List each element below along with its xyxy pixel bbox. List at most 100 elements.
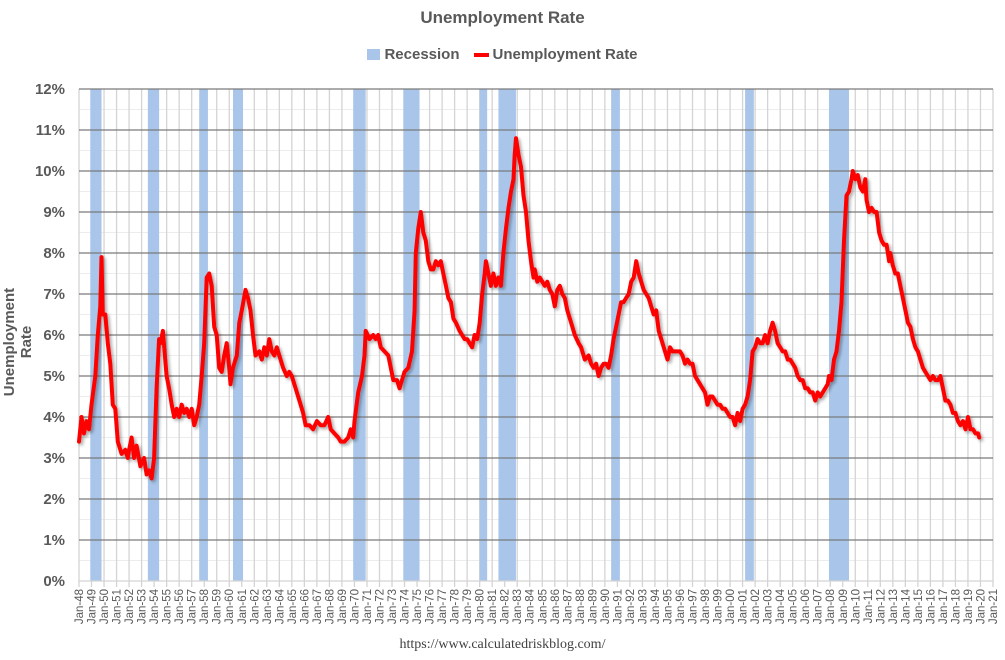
x-tick-label: Jan-70: [349, 589, 361, 624]
x-tick-label: Jan-96: [675, 589, 687, 624]
x-tick-label: Jan-87: [562, 589, 574, 624]
y-tick-label: 7%: [43, 286, 65, 303]
x-tick-label: Jan-19: [963, 589, 975, 624]
y-tick-label: 10%: [35, 163, 65, 180]
y-tick-label: 11%: [36, 122, 65, 139]
x-tick-label: Jan-05: [788, 589, 800, 624]
x-tick-label: Jan-08: [825, 589, 837, 624]
x-tick-label: Jan-68: [324, 589, 336, 624]
source-url: https://www.calculatedriskblog.com/: [399, 637, 606, 652]
legend-label-recession: Recession: [384, 46, 460, 63]
line-swatch-icon: [473, 52, 489, 57]
x-tick-label: Jan-52: [124, 589, 136, 624]
x-tick-label: Jan-71: [362, 589, 374, 624]
x-tick-label: Jan-15: [913, 589, 925, 624]
legend-item-recession: Recession: [367, 46, 460, 63]
y-tick-label: 12%: [35, 81, 65, 98]
x-tick-label: Jan-13: [888, 589, 900, 624]
x-tick-label: Jan-69: [337, 589, 349, 624]
x-tick-label: Jan-90: [600, 589, 612, 624]
y-tick-label: 9%: [43, 204, 65, 221]
x-tick-label: Jan-88: [575, 589, 587, 624]
x-tick-label: Jan-51: [112, 589, 124, 624]
x-tick-label: Jan-60: [224, 589, 236, 624]
x-tick-label: Jan-58: [199, 589, 211, 624]
x-tick-label: Jan-50: [99, 589, 111, 624]
y-tick-label: 3%: [43, 450, 65, 467]
x-tick-label: Jan-63: [262, 589, 274, 624]
x-tick-label: Jan-54: [149, 588, 161, 624]
y-tick-label: 6%: [43, 327, 65, 344]
x-tick-label: Jan-91: [612, 589, 624, 624]
x-tick-label: Jan-84: [525, 588, 537, 624]
x-axis-ticks: Jan-48 Jan-49 Jan-50 Jan-51 Jan-52 Jan-53 Jan-…: [74, 588, 1000, 624]
x-tick-label: Jan-56: [174, 589, 186, 624]
x-tick-label: Jan-18: [950, 589, 962, 624]
x-tick-label: Jan-80: [475, 589, 487, 624]
x-tick-label: Jan-92: [625, 589, 637, 624]
y-tick-label: 5%: [43, 368, 65, 385]
x-tick-label: Jan-81: [487, 589, 499, 624]
x-tick-label: Jan-14: [900, 588, 912, 624]
y-tick-label: 0%: [43, 573, 65, 590]
x-tick-label: Jan-72: [374, 589, 386, 624]
y-tick-label: 4%: [43, 409, 65, 426]
x-tick-label: Jan-00: [725, 589, 737, 624]
x-tick-label: Jan-11: [863, 589, 875, 623]
x-tick-label: Jan-78: [450, 589, 462, 624]
x-tick-label: Jan-59: [212, 589, 224, 624]
x-tick-label: Jan-61: [237, 589, 249, 624]
x-tick-label: Jan-20: [975, 589, 987, 624]
x-tick-label: Jan-21: [988, 589, 1000, 624]
x-tick-label: Jan-09: [838, 589, 850, 624]
x-tick-label: Jan-06: [800, 589, 812, 624]
legend: Recession Unemployment Rate: [0, 46, 1005, 63]
x-tick-label: Jan-57: [187, 589, 199, 624]
y-axis-ticks: 0% 1% 2% 3% 4% 5% 6% 7% 8% 9% 10% 11% 12%: [35, 81, 65, 590]
x-tick-label: Jan-76: [425, 589, 437, 624]
x-tick-label: Jan-66: [299, 589, 311, 624]
x-tick-label: Jan-49: [87, 589, 99, 624]
x-tick-label: Jan-73: [387, 589, 399, 624]
x-tick-label: Jan-79: [462, 589, 474, 624]
x-tick-label: Jan-97: [688, 589, 700, 624]
x-tick-label: Jan-86: [550, 589, 562, 624]
x-tick-label: Jan-85: [537, 589, 549, 624]
x-tick-label: Jan-04: [775, 588, 787, 624]
x-tick-label: Jan-94: [650, 588, 662, 624]
x-tick-label: Jan-12: [875, 589, 887, 624]
x-tick-label: Jan-82: [500, 589, 512, 624]
x-tick-label: Jan-77: [437, 589, 449, 624]
y-tick-label: 2%: [43, 491, 65, 508]
y-tick-label: 1%: [43, 532, 65, 549]
x-tick-label: Jan-83: [512, 589, 524, 624]
legend-item-unemployment: Unemployment Rate: [473, 46, 638, 63]
legend-label-unemployment: Unemployment Rate: [492, 46, 638, 63]
chart-title: Unemployment Rate: [420, 8, 585, 27]
x-tick-label: Jan-65: [287, 589, 299, 624]
x-tick-label: Jan-17: [938, 589, 950, 624]
x-tick-label: Jan-98: [700, 589, 712, 624]
x-tick-label: Jan-89: [587, 589, 599, 624]
x-tick-label: Jan-64: [274, 588, 286, 624]
x-tick-label: Jan-95: [662, 589, 674, 624]
x-tick-label: Jan-07: [813, 589, 825, 624]
x-tick-label: Jan-67: [312, 589, 324, 624]
x-tick-label: Jan-62: [249, 589, 261, 624]
x-tick-label: Jan-55: [162, 589, 174, 624]
x-tick-label: Jan-99: [713, 589, 725, 624]
y-tick-label: 8%: [43, 245, 65, 262]
x-tick-label: Jan-16: [925, 589, 937, 624]
x-tick-label: Jan-02: [750, 589, 762, 624]
x-tick-label: Jan-48: [74, 589, 86, 624]
x-tick-label: Jan-93: [637, 589, 649, 624]
unemployment-line: [77, 136, 982, 481]
x-tick-label: Jan-53: [137, 589, 149, 624]
x-tick-label: Jan-75: [412, 589, 424, 624]
x-tick-label: Jan-03: [763, 589, 775, 624]
x-tick-label: Jan-74: [400, 588, 412, 624]
recession-swatch-icon: [367, 49, 381, 60]
x-tick-label: Jan-10: [850, 589, 862, 624]
x-tick-label: Jan-01: [738, 589, 750, 624]
